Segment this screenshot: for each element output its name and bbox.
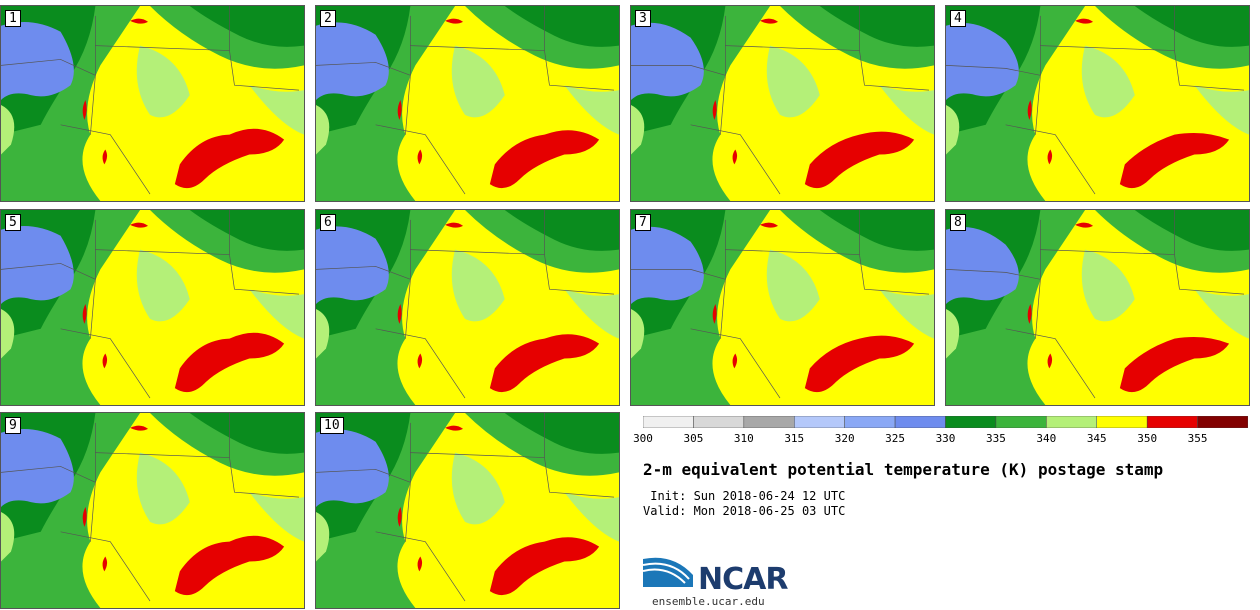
colorbar-bin-355 [1197, 416, 1248, 428]
map-panel-member-3: 3 [630, 5, 935, 202]
colorbar-bin-305 [693, 416, 745, 428]
map-field [1, 6, 304, 201]
colorbar-tick-325: 325 [885, 432, 906, 445]
member-number-label: 4 [950, 10, 966, 27]
map-panel-member-1: 1 [0, 5, 305, 202]
colorbar-tick-320: 320 [834, 432, 855, 445]
colorbar [643, 416, 1248, 428]
colorbar-bin-300 [643, 416, 694, 428]
map-field [1, 210, 304, 405]
colorbar-tick-340: 340 [1036, 432, 1057, 445]
map-field [631, 6, 934, 201]
colorbar-tick-315: 315 [784, 432, 805, 445]
map-panel-member-8: 8 [945, 209, 1250, 406]
colorbar-bin-315 [794, 416, 845, 428]
colorbar-bin-330 [945, 416, 997, 428]
colorbar-tick-350: 350 [1137, 432, 1158, 445]
map-field [316, 210, 619, 405]
site-url: ensemble.ucar.edu [652, 595, 765, 608]
colorbar-bin-320 [844, 416, 896, 428]
map-panel-member-5: 5 [0, 209, 305, 406]
member-number-label: 5 [5, 214, 21, 231]
map-field [946, 210, 1249, 405]
colorbar-bin-350 [1146, 416, 1198, 428]
map-panel-member-4: 4 [945, 5, 1250, 202]
colorbar-tick-330: 330 [935, 432, 956, 445]
map-field [316, 6, 619, 201]
colorbar-bin-325 [894, 416, 946, 428]
colorbar-tick-355: 355 [1187, 432, 1208, 445]
member-number-label: 10 [320, 417, 344, 434]
init-time: Init: Sun 2018-06-24 12 UTC [643, 489, 846, 503]
colorbar-tick-335: 335 [985, 432, 1006, 445]
ncar-logo-icon [643, 557, 693, 587]
map-panel-member-7: 7 [630, 209, 935, 406]
member-number-label: 6 [320, 214, 336, 231]
member-number-label: 2 [320, 10, 336, 27]
colorbar-tick-305: 305 [683, 432, 704, 445]
map-panel-member-9: 9 [0, 412, 305, 609]
map-field [316, 413, 619, 608]
map-panel-member-10: 10 [315, 412, 620, 609]
colorbar-bin-335 [995, 416, 1047, 428]
colorbar-bin-310 [743, 416, 795, 428]
member-number-label: 9 [5, 417, 21, 434]
map-panel-member-2: 2 [315, 5, 620, 202]
valid-time: Valid: Mon 2018-06-25 03 UTC [643, 504, 846, 518]
map-field [946, 6, 1249, 201]
logo-text: NCAR [698, 562, 788, 597]
colorbar-tick-310: 310 [733, 432, 754, 445]
colorbar-tick-300: 300 [633, 432, 653, 445]
colorbar-tick-labels: 300 305 310 315 320 325 330 335 340 345 350 355 [633, 432, 1248, 446]
colorbar-bin-340 [1046, 416, 1098, 428]
plot-title: 2-m equivalent potential temperature (K)… [643, 460, 1164, 479]
colorbar-tick-345: 345 [1086, 432, 1107, 445]
member-number-label: 8 [950, 214, 966, 231]
colorbar-bin-345 [1096, 416, 1148, 428]
map-field [631, 210, 934, 405]
member-number-label: 7 [635, 214, 651, 231]
member-number-label: 3 [635, 10, 651, 27]
map-panel-member-6: 6 [315, 209, 620, 406]
map-field [1, 413, 304, 608]
member-number-label: 1 [5, 10, 21, 27]
